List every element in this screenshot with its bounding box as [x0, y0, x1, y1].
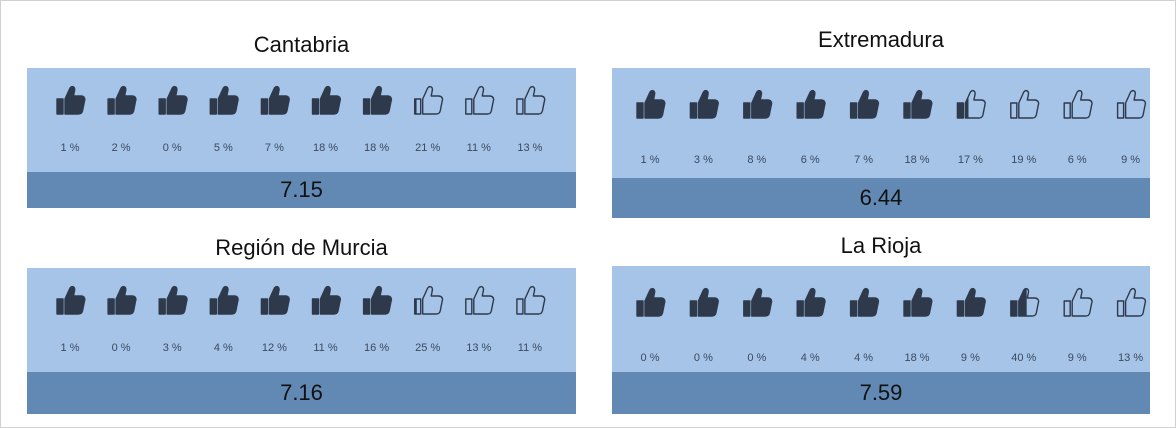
score-value: 7.59	[860, 380, 903, 405]
percent-label: 18 %	[313, 142, 338, 154]
percent-band	[27, 68, 576, 172]
percent-label: 9 %	[1068, 352, 1087, 364]
percent-label: 7 %	[265, 142, 284, 154]
percent-label: 4 %	[854, 352, 873, 364]
percent-label: 18 %	[904, 352, 929, 364]
rating-panel: Región de Murcia 1 % 0 % 3 % 4 % 12 % 11 % 16 %…	[27, 235, 576, 414]
score-band	[612, 372, 1150, 414]
percent-label: 3 %	[163, 342, 182, 354]
percent-label: 0 %	[747, 352, 766, 364]
percent-label: 7 %	[854, 154, 873, 166]
percent-label: 8 %	[747, 154, 766, 166]
percent-label: 2 %	[112, 142, 131, 154]
percent-label: 11 %	[467, 142, 491, 154]
percent-label: 21 %	[415, 142, 440, 154]
percent-label: 0 %	[112, 342, 131, 354]
score-band	[612, 178, 1150, 218]
panel-title: La Rioja	[841, 233, 922, 258]
percent-label: 4 %	[801, 352, 820, 364]
rating-panel: Extremadura 1 % 3 % 8 % 6 % 7 % 18 % 17 % 19 % 6 …	[612, 27, 1150, 218]
percent-label: 19 %	[1011, 154, 1036, 166]
percent-label: 25 %	[415, 342, 440, 354]
percent-label: 13 %	[466, 342, 491, 354]
percent-label: 0 %	[694, 352, 713, 364]
percent-label: 9 %	[1121, 154, 1140, 166]
percent-label: 4 %	[214, 342, 233, 354]
percent-label: 6 %	[801, 154, 820, 166]
percent-label: 5 %	[214, 142, 233, 154]
percent-label: 17 %	[958, 154, 983, 166]
percent-label: 40 %	[1011, 352, 1036, 364]
percent-label: 12 %	[262, 342, 287, 354]
percent-label: 6 %	[1068, 154, 1087, 166]
score-value: 7.15	[280, 177, 323, 202]
percent-label: 13 %	[1118, 352, 1143, 364]
percent-label: 18 %	[904, 154, 929, 166]
percent-label: 9 %	[961, 352, 980, 364]
percent-label: 3 %	[694, 154, 713, 166]
panel-title: Cantabria	[254, 32, 350, 57]
score-band	[27, 172, 576, 208]
rating-panel: La Rioja 0 % 0 % 0 % 4 % 4 % 18 % 9 % 40 % 9 % 13 …	[612, 233, 1150, 414]
percent-label: 0 %	[641, 352, 660, 364]
percent-label: 18 %	[364, 142, 389, 154]
percent-label: 0 %	[163, 142, 182, 154]
percent-band	[27, 268, 576, 372]
percent-label: 1 %	[61, 342, 80, 354]
percent-label: 16 %	[364, 342, 389, 354]
percent-label: 1 %	[641, 154, 660, 166]
percent-label: 11 %	[313, 342, 337, 354]
percent-label: 13 %	[517, 142, 542, 154]
percent-band	[612, 68, 1150, 178]
percent-label: 11 %	[518, 342, 542, 354]
score-value: 7.16	[280, 380, 323, 405]
percent-label: 1 %	[61, 142, 80, 154]
score-value: 6.44	[860, 185, 903, 210]
rating-panel: Cantabria 1 % 2 % 0 % 5 % 7 % 18 % 18 % 21 % 11 %…	[27, 32, 576, 208]
panel-title: Región de Murcia	[215, 235, 388, 260]
percent-band	[612, 266, 1150, 372]
panel-title: Extremadura	[818, 27, 945, 52]
score-band	[27, 372, 576, 414]
